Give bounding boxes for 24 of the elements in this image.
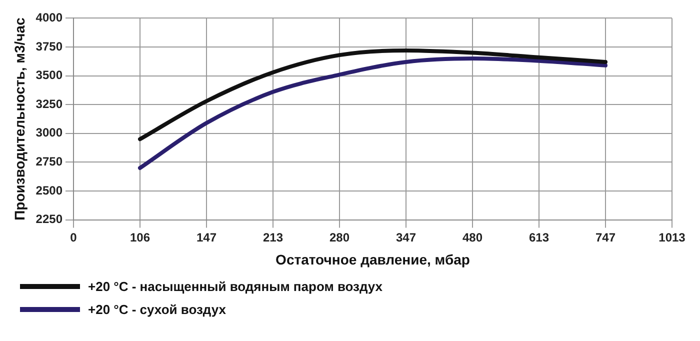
x-tick-label: 147 bbox=[196, 230, 217, 244]
x-tick-label: 747 bbox=[595, 230, 616, 244]
x-tick-label: 480 bbox=[462, 230, 483, 244]
x-axis-title: Остаточное давление, мбар bbox=[276, 251, 470, 268]
y-tick-label: 3000 bbox=[36, 126, 63, 140]
y-tick-label: 3750 bbox=[36, 39, 63, 54]
x-tick-label: 1013 bbox=[658, 230, 686, 244]
y-tick-label: 3250 bbox=[36, 96, 63, 111]
y-tick-label: 2500 bbox=[36, 183, 63, 198]
x-tick-label: 347 bbox=[396, 230, 416, 244]
x-tick-label: 280 bbox=[329, 230, 350, 244]
y-tick-label: 2750 bbox=[36, 154, 63, 169]
y-tick-label: 4000 bbox=[36, 10, 63, 25]
y-tick-label: 3500 bbox=[36, 68, 63, 82]
y-tick-label: 2250 bbox=[36, 212, 63, 226]
x-tick-label: 0 bbox=[70, 230, 78, 244]
x-tick-label: 613 bbox=[528, 230, 550, 244]
legend-label: +20 °C - насыщенный водяным паром воздух bbox=[88, 279, 383, 294]
y-axis-title: Производительность, м3/час bbox=[11, 17, 28, 220]
x-tick-label: 213 bbox=[262, 230, 284, 244]
x-tick-label: 106 bbox=[130, 230, 150, 244]
line-series bbox=[138, 56, 608, 170]
legend-label: +20 °C - сухой воздух bbox=[88, 302, 226, 317]
line-series bbox=[138, 48, 608, 142]
